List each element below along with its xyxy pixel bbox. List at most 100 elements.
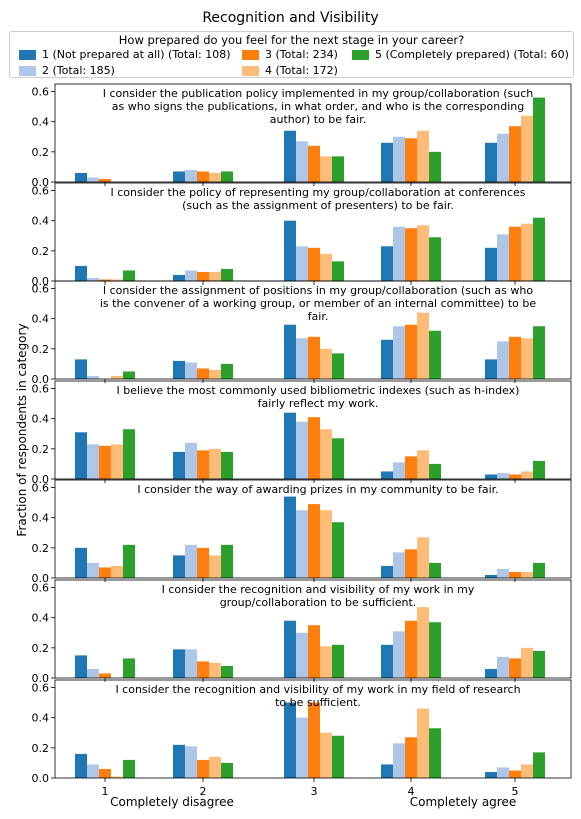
bar-panel3-cat1-series4 [111,375,123,379]
bar-panel2-cat2-series4 [209,271,221,281]
bar-panel5-cat2-series2 [185,544,197,578]
panel-title-line: I consider the way of awarding prizes in… [137,483,498,496]
bar-panel4-cat3-series2 [296,421,308,479]
panel-title-line: I believe the most commonly used bibliom… [117,384,520,397]
bar-panel6-cat3-series1 [284,620,296,678]
bar-panel7-cat4-series2 [393,743,405,778]
bar-panel3-cat5-series3 [509,336,521,379]
y-tick-label: 0.2 [32,146,50,159]
bar-panel4-cat1-series4 [111,444,123,479]
bar-panel2-cat1-series1 [75,265,87,281]
bar-panel5-cat5-series2 [497,568,509,578]
panel-frame [54,380,572,480]
bar-panel7-cat5-series3 [509,770,521,778]
bar-panel2-cat2-series2 [185,270,197,281]
x-label-left: Completely disagree [110,795,234,809]
y-tick-label: 0.6 [32,185,50,198]
bar-panel7-cat4-series1 [381,764,393,778]
bar-panel4-cat1-series1 [75,432,87,479]
bar-panel2-cat5-series5 [533,217,545,281]
panel-title-line: I consider the recognition and visibilit… [162,583,475,596]
bar-panel2-cat4-series2 [393,226,405,281]
x-tick-label: 4 [408,785,415,798]
bar-panel1-cat1-series2 [87,177,99,182]
legend-item-3: 3 (Total: 234) [242,48,338,61]
bar-panel7-cat3-series4 [320,732,332,778]
panel-title-line: author) to be fair. [270,113,367,126]
panel-title-line: as who signs the publications, in what o… [112,100,524,113]
bar-panel5-cat3-series2 [296,510,308,578]
bar-panel2-cat3-series1 [284,220,296,281]
bar-panel4-cat2-series3 [197,450,209,479]
bar-panel5-cat2-series3 [197,547,209,578]
bar-panel6-cat2-series4 [209,662,221,678]
legend-item-4: 4 (Total: 172) [242,64,338,77]
bar-panel5-cat3-series1 [284,496,296,578]
bar-panel4-cat3-series5 [332,438,344,479]
y-tick-label: 0.2 [32,542,50,555]
bar-panel5-cat5-series3 [509,571,521,578]
legend-label-5: 5 (Completely prepared) (Total: 60) [375,48,569,61]
legend-swatch-3 [242,49,259,60]
bar-panel6-cat1-series2 [87,668,99,678]
bar-panel6-cat2-series1 [173,649,185,678]
legend-item-1: 1 (Not prepared at all) (Total: 108) [19,48,231,61]
legend-label-2: 2 (Total: 185) [42,64,115,77]
bar-panel2-cat2-series5 [221,268,233,281]
bar-panel5-cat1-series4 [111,565,123,578]
bar-panel6-cat3-series4 [320,646,332,678]
bar-panel7-cat5-series2 [497,767,509,778]
bar-panel4-cat2-series5 [221,451,233,479]
bar-panel5-cat4-series5 [429,562,441,578]
bar-panel2-cat5-series1 [485,247,497,281]
bar-panel2-cat2-series1 [173,274,185,281]
x-tick-label: 5 [512,785,519,798]
bar-panel3-cat4-series3 [405,324,417,379]
bar-panel7-cat2-series4 [209,756,221,778]
bar-panel1-cat4-series5 [429,151,441,182]
bar-panel1-cat2-series5 [221,171,233,182]
legend-item-2: 2 (Total: 185) [19,64,115,77]
bar-panel6-cat3-series2 [296,632,308,678]
panel-title-line: group/collaboration to be sufficient. [220,596,417,609]
panel-title-line: to be sufficient. [275,696,361,709]
bar-panel7-cat3-series2 [296,717,308,778]
panel-frame [54,579,572,679]
bar-panel2-cat5-series2 [497,234,509,281]
bar-panel3-cat5-series5 [533,326,545,379]
bar-panel3-cat3-series3 [308,336,320,379]
bar-panel2-cat3-series2 [296,246,308,281]
bar-panel2-cat1-series4 [111,279,123,281]
bar-panel3-cat3-series4 [320,348,332,379]
bar-panel3-cat2-series1 [173,360,185,379]
bar-panel2-cat3-series5 [332,261,344,281]
legend: How prepared do you feel for the next st… [9,31,574,78]
bar-panel1-cat3-series5 [332,156,344,182]
y-tick-label: 0.4 [32,712,50,725]
panel-title-line: I consider the publication policy implem… [103,87,534,100]
panel-6: 0.0 0.2 0.4 0.6 I consider the recognition a… [32,579,572,685]
panel-3: 0.0 0.2 0.4 0.6 I consider the assignment of… [32,280,572,386]
bar-panel5-cat2-series4 [209,555,221,578]
bar-panel1-cat3-series1 [284,130,296,182]
bar-panel5-cat4-series2 [393,552,405,578]
bar-panel3-cat1-series1 [75,359,87,379]
bar-panel4-cat3-series4 [320,429,332,479]
panel-title-line: fair. [308,310,329,323]
bar-panel7-cat4-series4 [417,708,429,778]
bar-panel4-cat4-series4 [417,450,429,479]
bar-panel4-cat5-series3 [509,474,521,479]
bar-panel7-cat1-series1 [75,753,87,778]
bar-panel3-cat1-series5 [123,371,135,379]
panel-title-line: fairly reflect my work. [258,397,379,410]
bar-panel1-cat3-series4 [320,156,332,182]
legend-swatch-4 [242,65,259,76]
bar-panel6-cat3-series3 [308,625,320,678]
bar-panel1-cat2-series4 [209,172,221,182]
y-tick-label: 0.6 [32,682,50,695]
x-tick-label: 2 [200,785,207,798]
bar-panel3-cat3-series2 [296,338,308,379]
bar-panel6-cat1-series1 [75,655,87,678]
bar-panel1-cat4-series1 [381,142,393,182]
